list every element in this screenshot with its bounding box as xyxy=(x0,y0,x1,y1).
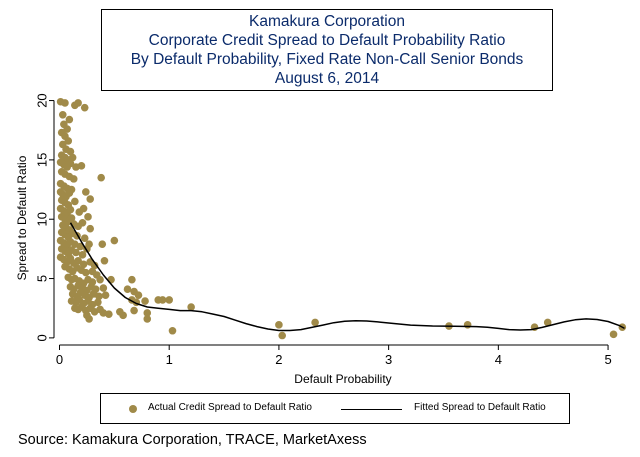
scatter-point xyxy=(165,296,173,304)
fitted-line-layer xyxy=(69,222,625,332)
scatter-point xyxy=(134,291,143,299)
scatter-point xyxy=(69,175,78,183)
scatter-point xyxy=(66,159,75,168)
scatter-point xyxy=(65,115,74,124)
legend: Actual Credit Spread to Default Ratio Fi… xyxy=(100,393,570,424)
scatter-point xyxy=(105,310,113,318)
scatter-point xyxy=(275,321,283,329)
scatter-point xyxy=(94,298,102,307)
scatter-point xyxy=(77,162,86,170)
scatter-point xyxy=(84,213,92,221)
scatter-point xyxy=(80,234,89,243)
scatter-point xyxy=(168,326,177,335)
scatter-point xyxy=(78,218,87,227)
scatter-point xyxy=(158,296,167,304)
legend-label-actual: Actual Credit Spread to Default Ratio xyxy=(148,402,312,413)
y-tick-label: 0 xyxy=(34,334,49,341)
scatter-point xyxy=(79,260,88,269)
scatter-point xyxy=(82,268,90,277)
scatter-point xyxy=(66,205,75,214)
scatter-point xyxy=(74,99,82,107)
fitted-line xyxy=(69,222,625,332)
x-tick-label: 4 xyxy=(495,352,502,367)
y-tick-label: 20 xyxy=(34,93,49,107)
scatter-point xyxy=(72,248,80,257)
x-axis-label: Default Probability xyxy=(294,372,391,386)
scatter-point xyxy=(63,125,71,133)
scatter-point xyxy=(96,275,104,284)
chart-title-line: August 6, 2014 xyxy=(274,70,380,87)
scatter-point xyxy=(187,303,195,311)
x-tick-label: 5 xyxy=(604,352,611,367)
scatter-point xyxy=(61,99,69,107)
scatter-point xyxy=(66,147,75,156)
scatter-point xyxy=(97,173,105,182)
scatter-point xyxy=(71,197,79,206)
scatter-point xyxy=(67,214,76,222)
scatter-point xyxy=(128,275,136,284)
scatter-point xyxy=(78,251,87,259)
legend-marker-fitted xyxy=(341,409,402,410)
scatter-point xyxy=(99,284,108,292)
source-note: Source: Kamakura Corporation, TRACE, Mar… xyxy=(18,432,367,448)
scatter-point xyxy=(64,137,73,145)
scatter-point xyxy=(82,188,90,196)
scatter-point xyxy=(85,315,93,323)
scatter-point xyxy=(141,297,149,305)
scatter-point xyxy=(278,331,287,340)
scatter-point xyxy=(101,291,110,299)
scatter-point xyxy=(79,204,88,213)
scatter-point xyxy=(130,306,138,315)
scatter-point xyxy=(76,242,85,251)
scatter-point xyxy=(143,309,152,317)
scatter-point xyxy=(100,256,109,265)
scatter-point xyxy=(65,189,74,197)
scatter-point xyxy=(311,318,319,327)
axes: 0 1 2 3 4 5 0 5 10 15 20 xyxy=(34,93,611,367)
scatter-point xyxy=(98,240,107,248)
scatter-point xyxy=(119,311,127,320)
y-tick-label: 15 xyxy=(34,153,49,167)
chart-title-line: Kamakura Corporation xyxy=(249,13,405,30)
scatter-point xyxy=(107,275,115,284)
scatter-point xyxy=(86,195,95,203)
y-tick-label: 10 xyxy=(34,212,49,226)
y-axis-label: Spread to Default Ratio xyxy=(15,155,29,280)
scatter-point xyxy=(58,110,67,119)
chart-title-box: Kamakura Corporation Corporate Credit Sp… xyxy=(101,9,553,91)
legend-marker-actual xyxy=(129,405,137,413)
x-tick-label: 3 xyxy=(385,352,392,367)
chart-title-line: Corporate Credit Spread to Default Proba… xyxy=(148,32,506,49)
scatter-point xyxy=(86,224,95,233)
scatter-point xyxy=(110,236,119,245)
legend-label-fitted: Fitted Spread to Default Ratio xyxy=(414,402,546,413)
scatter-point xyxy=(68,153,77,162)
y-tick-label: 5 xyxy=(34,275,49,282)
scatter-point xyxy=(609,330,618,339)
scatter-point xyxy=(95,292,103,301)
scatter-point xyxy=(463,321,472,329)
scatter-point xyxy=(74,256,82,265)
scatter-point xyxy=(543,318,552,327)
scatter-point xyxy=(143,315,152,323)
x-tick-label: 2 xyxy=(275,352,282,367)
chart-title-line: By Default Probability, Fixed Rate Non-C… xyxy=(130,51,524,68)
scatter-point xyxy=(90,261,99,270)
scatter-point xyxy=(123,285,132,294)
scatter-points xyxy=(56,97,627,340)
scatter-point xyxy=(80,103,89,112)
x-tick-label: 1 xyxy=(166,352,173,367)
x-tick-label: 0 xyxy=(56,352,63,367)
